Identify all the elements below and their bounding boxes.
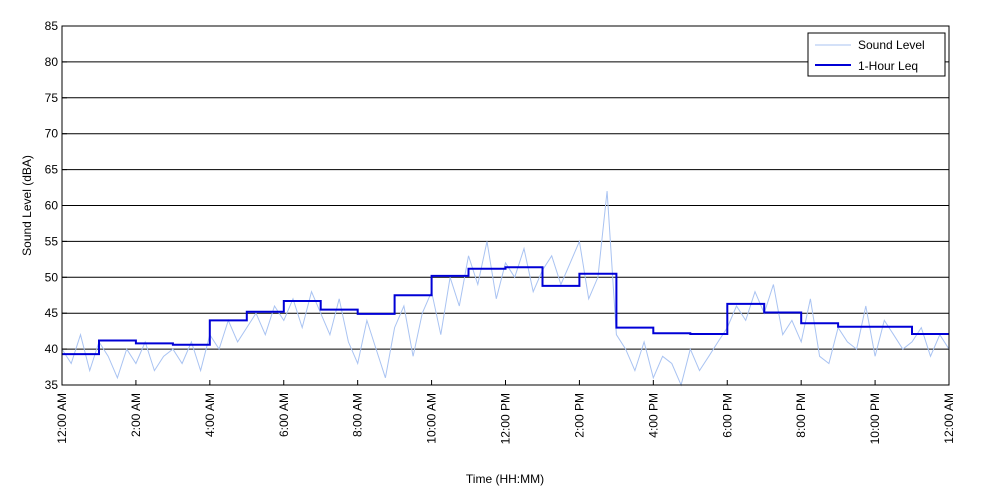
y-tick-label: 40 [45, 342, 59, 356]
legend-sound-level-label: Sound Level [858, 38, 925, 52]
hourly-leq-line [62, 266, 949, 356]
x-tick-label: 6:00 AM [277, 393, 291, 437]
y-tick-label: 35 [45, 378, 59, 392]
x-axis-label: Time (HH:MM) [466, 472, 544, 486]
x-tick-label: 12:00 AM [55, 393, 69, 444]
x-tick-label: 12:00 PM [499, 393, 513, 444]
x-tick-label: 4:00 PM [646, 393, 660, 438]
y-tick-label: 80 [45, 55, 59, 69]
y-tick-label: 45 [45, 306, 59, 320]
y-tick-label: 55 [45, 234, 59, 248]
x-tick-label: 10:00 PM [868, 393, 882, 444]
x-tick-label: 8:00 AM [351, 393, 365, 437]
y-axis-label: Sound Level (dBA) [20, 155, 34, 256]
plot-series [61, 191, 950, 387]
y-tick-label: 70 [45, 127, 59, 141]
y-tick-label: 60 [45, 199, 59, 213]
x-tick-label: 4:00 AM [203, 393, 217, 437]
x-tick-label: 6:00 PM [720, 393, 734, 438]
legend-1-hour-leq-label: 1-Hour Leq [858, 59, 918, 73]
x-tick-label: 10:00 AM [425, 393, 439, 444]
y-tick-label: 65 [45, 163, 59, 177]
y-tick-label: 50 [45, 270, 59, 284]
x-tick-label: 12:00 AM [942, 393, 956, 444]
x-tick-label: 8:00 PM [794, 393, 808, 438]
legend: Sound Level 1-Hour Leq [807, 32, 946, 77]
x-tick-label: 2:00 AM [129, 393, 143, 437]
legend-box [807, 32, 946, 77]
y-tick-label: 75 [45, 91, 59, 105]
x-axis-ticks: 12:00 AM 2:00 AM 4:00 AM 6:00 AM 8:00 AM 10:0… [55, 380, 956, 444]
x-tick-label: 2:00 PM [572, 393, 586, 438]
y-axis-ticks: 35 40 45 50 55 60 65 70 75 80 85 [45, 19, 67, 392]
y-tick-label: 85 [45, 19, 59, 33]
